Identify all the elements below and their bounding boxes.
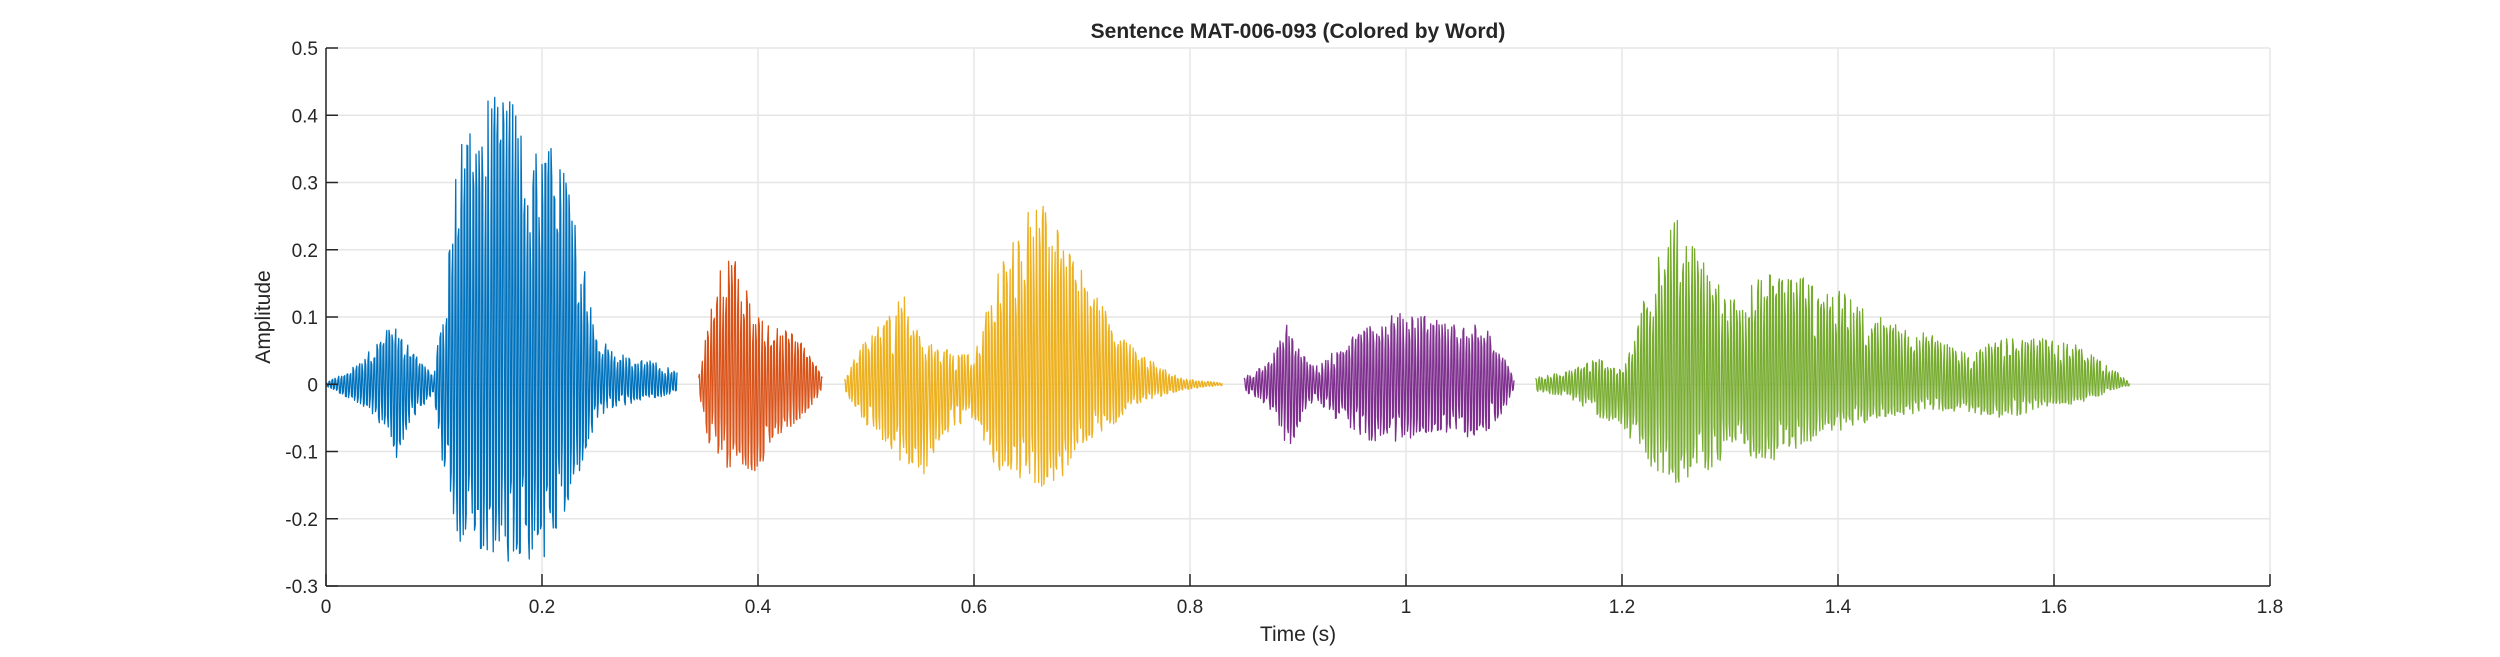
- x-tick-label: 1.2: [1609, 597, 1635, 618]
- x-tick-label: 0.2: [529, 597, 555, 618]
- x-tick-label: 0.8: [1177, 597, 1203, 618]
- y-tick-label: -0.1: [285, 443, 318, 464]
- x-tick-label: 0.6: [961, 597, 987, 618]
- y-tick-label: 0.5: [292, 39, 318, 60]
- y-axis-label: Amplitude: [252, 270, 275, 363]
- waveform-segment-2: [697, 260, 823, 472]
- waveform-segment-3: [843, 205, 1224, 487]
- x-tick-label: 1.6: [2041, 597, 2067, 618]
- y-tick-label: 0.4: [292, 106, 319, 127]
- x-axis-label: Time (s): [1260, 623, 1336, 646]
- x-tick-label: 1.4: [1825, 597, 1852, 618]
- y-tick-label: 0.3: [292, 174, 318, 195]
- y-tick-label: -0.2: [285, 510, 318, 531]
- waveform-segment-1: [325, 96, 678, 562]
- x-tick-label: 1.8: [2257, 597, 2283, 618]
- waveform-segments: [325, 96, 2131, 562]
- chart-title: Sentence MAT-006-093 (Colored by Word): [1091, 20, 1506, 43]
- axes: 0 0.2 0.4 0.6 0.8 1 1.2 1.4 1.6 1.8 -0.3 -0.2 -0.1 0 0…: [285, 39, 2283, 618]
- x-tick-label: 1: [1401, 597, 1412, 618]
- waveform-segment-4: [1243, 313, 1515, 445]
- x-tick-label: 0.4: [745, 597, 772, 618]
- y-tick-label: 0.2: [292, 241, 318, 262]
- y-tick-label: 0.1: [292, 308, 318, 329]
- y-tick-label: 0: [307, 375, 318, 396]
- waveform-segment-5: [1535, 219, 2131, 483]
- x-tick-label: 0: [321, 597, 332, 618]
- y-tick-label: -0.3: [285, 577, 318, 598]
